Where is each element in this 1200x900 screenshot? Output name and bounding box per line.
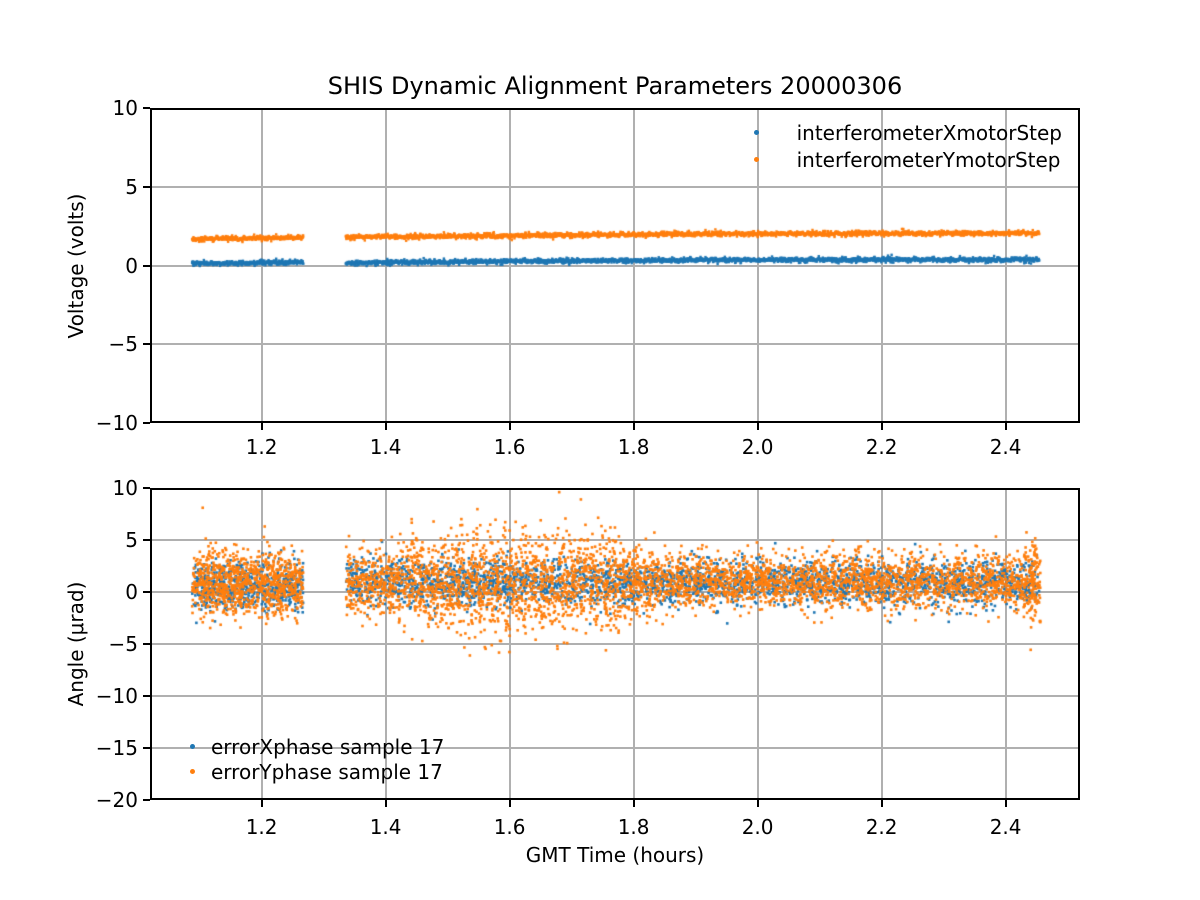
y-tick-label: −10 [95, 411, 138, 435]
bottom-legend: errorXphase sample 17 errorYphase sample… [190, 734, 444, 784]
y-tick-mark [143, 422, 150, 424]
x-tick-mark [1004, 423, 1007, 430]
x-tick-label: 1.2 [245, 435, 278, 459]
y-tick-mark [143, 799, 150, 801]
top-spine [150, 108, 1080, 110]
legend-label: errorXphase sample 17 [211, 734, 445, 759]
y-tick-mark [143, 343, 150, 346]
x-tick-mark [632, 800, 635, 807]
x-tick-mark [880, 800, 883, 807]
y-tick-label: 5 [125, 528, 138, 552]
y-tick-mark [143, 643, 150, 645]
y-tick-label: −15 [95, 736, 138, 760]
top-plot-canvas [150, 108, 1080, 423]
x-tick-label: 1.8 [617, 815, 650, 839]
right-spine [1078, 488, 1080, 800]
top-spine [150, 488, 1080, 490]
legend-label: errorYphase sample 17 [211, 759, 443, 784]
x-tick-label: 2.4 [989, 815, 1022, 839]
x-tick-label: 1.2 [245, 815, 278, 839]
y-tick-mark [143, 695, 150, 697]
x-axis-label: GMT Time (hours) [525, 843, 705, 867]
x-tick-mark [508, 800, 511, 807]
x-tick-mark [384, 423, 387, 430]
x-tick-mark [880, 423, 883, 430]
left-spine [150, 488, 152, 800]
y-tick-mark [143, 185, 150, 188]
x-tick-label: 1.8 [617, 435, 650, 459]
x-tick-mark [632, 423, 635, 430]
y-tick-mark [143, 591, 150, 593]
x-tick-label: 2.2 [865, 815, 898, 839]
y-tick-label: 5 [125, 174, 138, 199]
legend-item: interferometerXmotorStep [753, 119, 1062, 146]
x-tick-mark [1004, 800, 1007, 807]
y-tick-mark [143, 487, 150, 489]
bottom-spine [150, 421, 1080, 423]
y-tick-label: −20 [95, 788, 138, 812]
x-tick-mark [508, 423, 511, 430]
chart-title: SHIS Dynamic Alignment Parameters 200003… [327, 72, 903, 100]
right-spine [1078, 108, 1080, 423]
x-tick-mark [384, 800, 387, 807]
left-spine [150, 108, 152, 423]
y-tick-mark [143, 747, 150, 749]
x-tick-label: 1.6 [493, 815, 526, 839]
y-tick-label: −10 [95, 684, 138, 708]
x-tick-label: 1.4 [369, 815, 402, 839]
bottom-spine [150, 798, 1080, 800]
bottom-axes: errorXphase sample 17 errorYphase sample… [150, 488, 1080, 800]
bottom-plot-canvas [150, 488, 1080, 800]
legend-item: errorXphase sample 17 [190, 734, 444, 759]
y-tick-mark [143, 264, 150, 267]
y-tick-label: 0 [125, 580, 138, 604]
x-tick-label: 2.0 [741, 435, 774, 459]
x-tick-label: 1.4 [369, 435, 402, 459]
legend-marker-dot [753, 130, 759, 135]
x-tick-label: 1.6 [493, 435, 526, 459]
legend-item: interferometerYmotorStep [753, 146, 1062, 173]
legend-label: interferometerXmotorStep [796, 120, 1062, 145]
x-tick-mark [260, 423, 263, 430]
x-tick-label: 2.0 [741, 815, 774, 839]
y-tick-label: 10 [112, 476, 138, 500]
legend-marker-dot [753, 157, 759, 162]
top-legend: interferometerXmotorStep interferometerY… [753, 119, 1062, 173]
y-tick-label: 10 [112, 96, 138, 120]
y-tick-label: −5 [108, 632, 138, 656]
y-tick-mark [143, 107, 150, 109]
x-tick-mark [756, 423, 759, 430]
legend-item: errorYphase sample 17 [190, 759, 444, 784]
x-tick-label: 2.4 [989, 435, 1022, 459]
legend-label: interferometerYmotorStep [796, 147, 1061, 172]
top-axes: interferometerXmotorStep interferometerY… [150, 108, 1080, 423]
x-tick-mark [756, 800, 759, 807]
y-tick-label: −5 [108, 332, 138, 357]
legend-marker-dot [190, 744, 195, 749]
x-tick-label: 2.2 [865, 435, 898, 459]
y-tick-label: 0 [125, 253, 138, 278]
legend-marker-dot [190, 769, 195, 774]
y-tick-mark [143, 539, 150, 541]
x-tick-mark [260, 800, 263, 807]
